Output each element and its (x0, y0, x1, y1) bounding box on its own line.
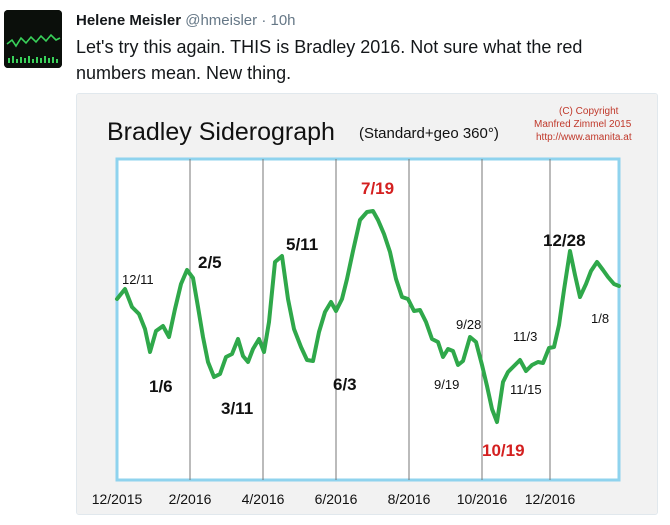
tweet-text: Let's try this again. THIS is Bradley 20… (76, 37, 583, 83)
x-axis-ticks: 12/2015 2/2016 4/2016 6/2016 8/2016 10/2016 12… (92, 491, 576, 507)
chart-title: Bradley Siderograph (107, 118, 335, 146)
annotation-label: 9/19 (434, 377, 459, 392)
annotation-label: 7/19 (361, 179, 394, 198)
plot-area (115, 157, 621, 482)
grid (189, 159, 551, 480)
copyright-line-1: (C) Copyright (559, 106, 619, 117)
avatar[interactable] (4, 10, 62, 68)
timestamp[interactable]: 10h (270, 12, 296, 29)
x-tick-label: 2/2016 (169, 491, 212, 507)
annotations: 12/11 1/6 2/5 3/11 5/11 6/3 7/19 9/19 9/28 10/19 1… (122, 179, 609, 460)
tweet-media[interactable]: Bradley Siderograph (Standard+geo 360°) … (76, 93, 658, 515)
annotation-label: 6/3 (333, 375, 357, 394)
annotation-label: 3/11 (221, 399, 253, 418)
bradley-chart: Bradley Siderograph (Standard+geo 360°) … (77, 94, 657, 514)
annotation-label: 1/8 (591, 311, 609, 326)
x-tick-label: 4/2016 (242, 491, 285, 507)
annotation-label: 11/15 (510, 382, 542, 397)
x-tick-label: 12/2016 (525, 491, 576, 507)
x-tick-label: 10/2016 (457, 491, 508, 507)
separator: · (261, 12, 267, 29)
annotation-label: 9/28 (456, 317, 481, 332)
annotation-label: 5/11 (286, 235, 318, 254)
author-handle[interactable]: @hmeisler (185, 12, 258, 29)
annotation-label: 2/5 (198, 253, 222, 272)
x-tick-label: 12/2015 (92, 491, 143, 507)
author-name[interactable]: Helene Meisler (76, 12, 182, 29)
x-tick-label: 6/2016 (315, 491, 358, 507)
x-tick-label: 8/2016 (388, 491, 431, 507)
bradley-series-line (115, 209, 621, 424)
tweet-header: Helene Meisler @hmeisler · 10h (76, 12, 296, 29)
annotation-label: 1/6 (149, 377, 173, 396)
copyright-line-2: Manfred Zimmel 2015 (534, 119, 632, 130)
annotation-label: 10/19 (482, 441, 525, 460)
annotation-label: 12/28 (543, 231, 586, 250)
chart-subtitle: (Standard+geo 360°) (359, 125, 499, 142)
annotation-label: 12/11 (122, 272, 154, 287)
annotation-label: 11/3 (513, 329, 537, 344)
copyright-line-3: http://www.amanita.at (536, 132, 632, 143)
